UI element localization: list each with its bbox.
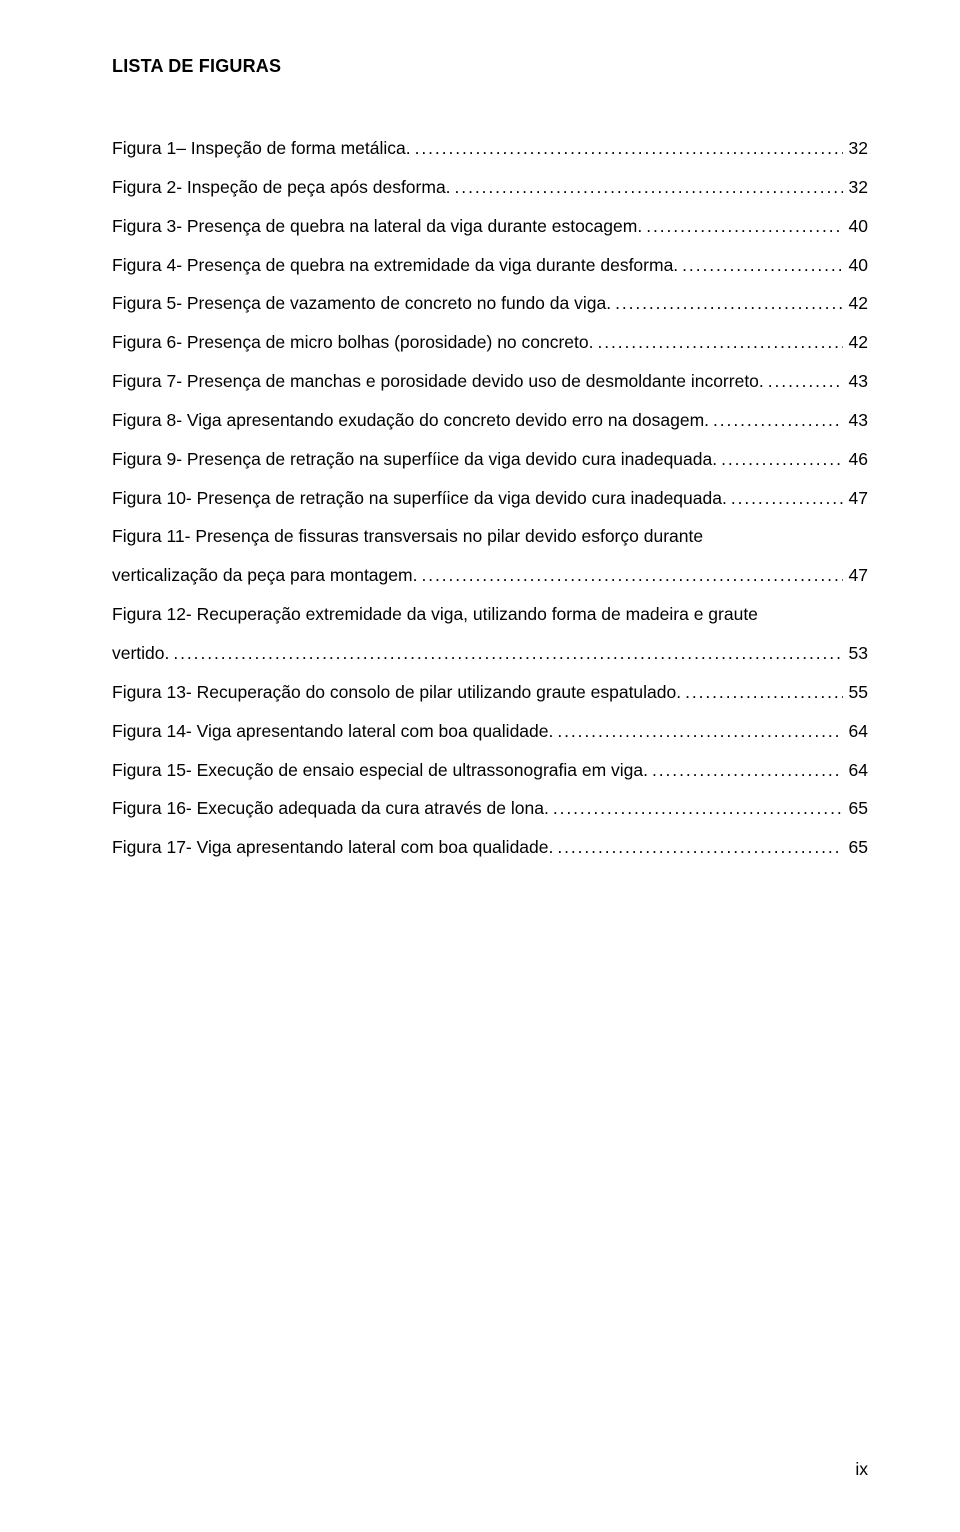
- list-of-figures-heading: LISTA DE FIGURAS: [112, 56, 868, 77]
- figure-entry-text: Figura 15- Execução de ensaio especial d…: [112, 751, 648, 790]
- figure-entry-text: Figura 7- Presença de manchas e porosida…: [112, 362, 764, 401]
- figure-entry-page: 43: [847, 401, 868, 440]
- figure-entry: Figura 10- Presença de retração na super…: [112, 479, 868, 518]
- figure-entry-page: 53: [847, 634, 868, 673]
- page-number: ix: [855, 1459, 868, 1480]
- leader-dots: [652, 751, 843, 790]
- leader-dots: [713, 401, 843, 440]
- figure-entry: Figura 15- Execução de ensaio especial d…: [112, 751, 868, 790]
- leader-dots: [415, 129, 843, 168]
- figure-entry-page: 46: [847, 440, 868, 479]
- figure-entry-text: Figura 2- Inspeção de peça após desforma…: [112, 168, 451, 207]
- figure-entry: Figura 12- Recuperação extremidade da vi…: [112, 595, 868, 673]
- figure-entry-text: Figura 4- Presença de quebra na extremid…: [112, 246, 678, 285]
- leader-dots: [553, 789, 843, 828]
- figure-entry-text: Figura 1– Inspeção de forma metálica.: [112, 129, 411, 168]
- figure-entry: Figura 11- Presença de fissuras transver…: [112, 517, 868, 595]
- figure-entry: Figura 3- Presença de quebra na lateral …: [112, 207, 868, 246]
- figure-entry-page: 32: [847, 129, 868, 168]
- figure-entry-text: Figura 3- Presença de quebra na lateral …: [112, 207, 642, 246]
- figure-entry-text: verticalização da peça para montagem.: [112, 556, 417, 595]
- leader-dots: [646, 207, 842, 246]
- leader-dots: [731, 479, 843, 518]
- figure-entry-page: 64: [847, 712, 868, 751]
- figure-entry-text: Figura 9- Presença de retração na superf…: [112, 440, 717, 479]
- leader-dots: [768, 362, 843, 401]
- leader-dots: [455, 168, 843, 207]
- figure-entry-text: Figura 12- Recuperação extremidade da vi…: [112, 595, 868, 634]
- figure-entry-text: Figura 6- Presença de micro bolhas (poro…: [112, 323, 594, 362]
- figure-entry-text: Figura 8- Viga apresentando exudação do …: [112, 401, 709, 440]
- figure-entry: Figura 8- Viga apresentando exudação do …: [112, 401, 868, 440]
- figure-entry-text: Figura 10- Presença de retração na super…: [112, 479, 727, 518]
- figure-entry-text: Figura 17- Viga apresentando lateral com…: [112, 828, 553, 867]
- document-page: LISTA DE FIGURAS Figura 1– Inspeção de f…: [0, 0, 960, 1532]
- figure-entry: Figura 5- Presença de vazamento de concr…: [112, 284, 868, 323]
- figure-entry-text: Figura 11- Presença de fissuras transver…: [112, 517, 868, 556]
- figure-entries: Figura 1– Inspeção de forma metálica. 32…: [112, 129, 868, 867]
- figure-entry-page: 42: [847, 284, 868, 323]
- figure-entry-text: Figura 14- Viga apresentando lateral com…: [112, 712, 553, 751]
- figure-entry: Figura 9- Presença de retração na superf…: [112, 440, 868, 479]
- figure-entry: Figura 17- Viga apresentando lateral com…: [112, 828, 868, 867]
- figure-entry-text: Figura 5- Presença de vazamento de concr…: [112, 284, 611, 323]
- leader-dots: [685, 673, 842, 712]
- leader-dots: [557, 712, 842, 751]
- figure-entry-page: 42: [847, 323, 868, 362]
- figure-entry: Figura 4- Presença de quebra na extremid…: [112, 246, 868, 285]
- leader-dots: [615, 284, 842, 323]
- figure-entry-page: 32: [847, 168, 868, 207]
- leader-dots: [598, 323, 843, 362]
- figure-entry: Figura 1– Inspeção de forma metálica. 32: [112, 129, 868, 168]
- figure-entry-text: Figura 16- Execução adequada da cura atr…: [112, 789, 549, 828]
- figure-entry-line: vertido. 53: [112, 634, 868, 673]
- figure-entry: Figura 2- Inspeção de peça após desforma…: [112, 168, 868, 207]
- figure-entry-page: 47: [847, 479, 868, 518]
- figure-entry-text: Figura 13- Recuperação do consolo de pil…: [112, 673, 681, 712]
- figure-entry: Figura 7- Presença de manchas e porosida…: [112, 362, 868, 401]
- figure-entry-line: verticalização da peça para montagem. 47: [112, 556, 868, 595]
- figure-entry-page: 65: [847, 828, 868, 867]
- figure-entry-page: 64: [847, 751, 868, 790]
- leader-dots: [557, 828, 842, 867]
- figure-entry-text: vertido.: [112, 634, 169, 673]
- figure-entry: Figura 16- Execução adequada da cura atr…: [112, 789, 868, 828]
- leader-dots: [421, 556, 842, 595]
- leader-dots: [173, 634, 842, 673]
- figure-entry: Figura 14- Viga apresentando lateral com…: [112, 712, 868, 751]
- figure-entry-page: 65: [847, 789, 868, 828]
- figure-entry-page: 43: [847, 362, 868, 401]
- leader-dots: [682, 246, 842, 285]
- figure-entry-page: 47: [847, 556, 868, 595]
- figure-entry-page: 40: [847, 207, 868, 246]
- figure-entry-page: 40: [847, 246, 868, 285]
- figure-entry: Figura 6- Presença de micro bolhas (poro…: [112, 323, 868, 362]
- leader-dots: [721, 440, 842, 479]
- figure-entry: Figura 13- Recuperação do consolo de pil…: [112, 673, 868, 712]
- figure-entry-page: 55: [847, 673, 868, 712]
